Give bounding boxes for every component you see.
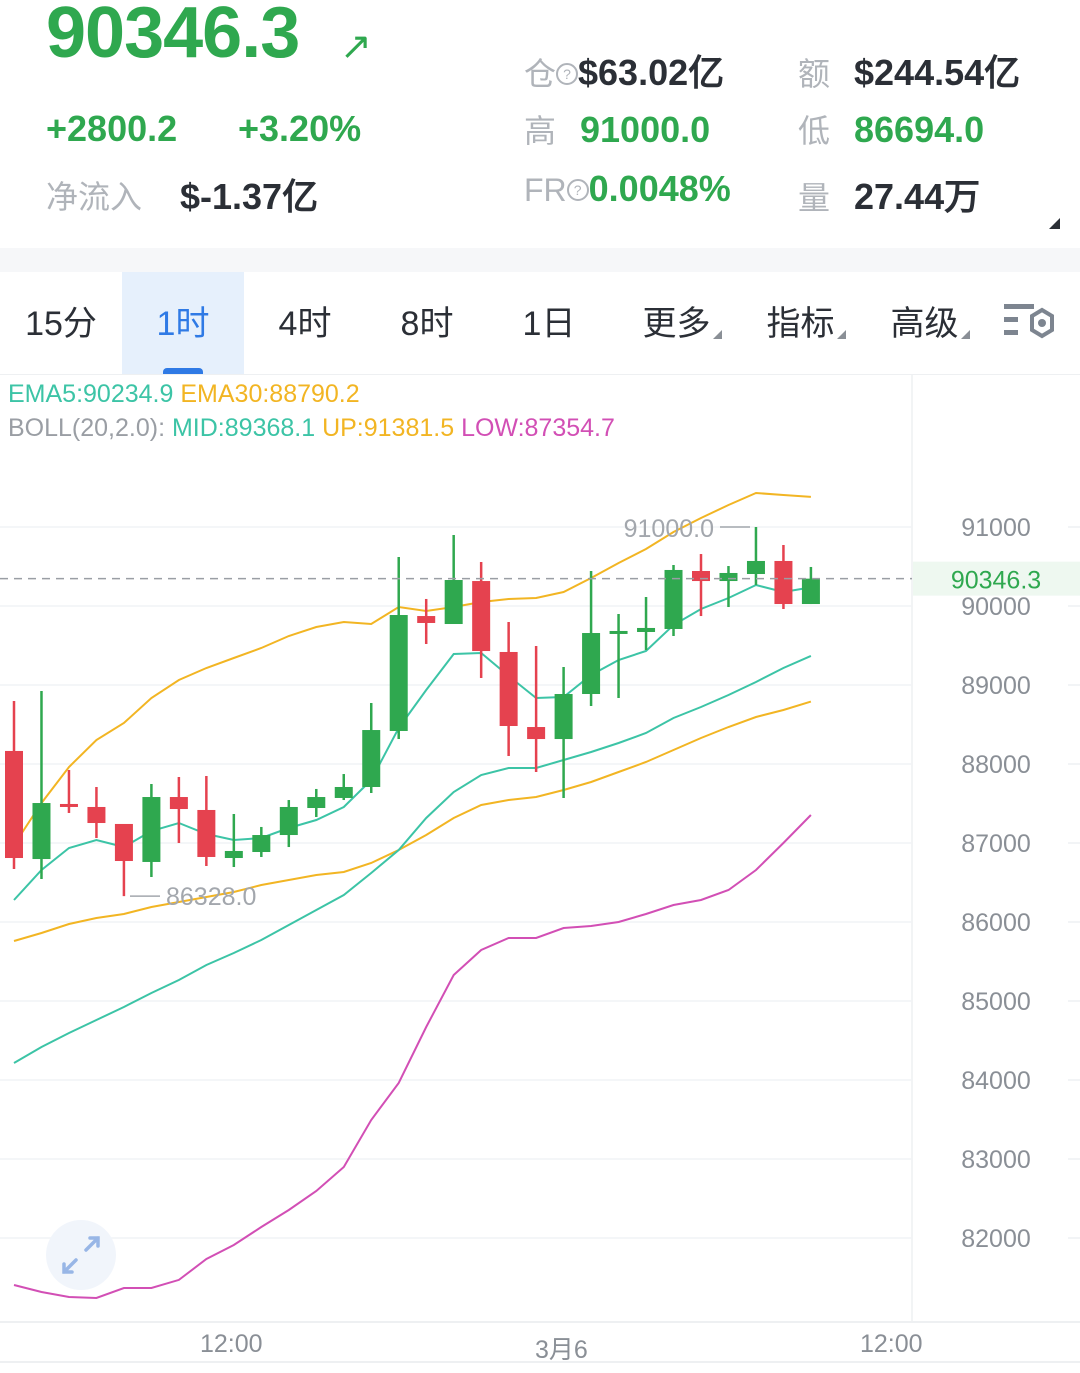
expand-corner-icon[interactable] [1049,218,1060,229]
stat-volume: 量 27.44万 [798,176,981,217]
boll-label: BOLL(20,2.0): [8,414,166,442]
candle-body [582,633,601,695]
chart-settings-icon[interactable] [1004,302,1056,346]
y-tick-label: 85000 [961,988,1031,1016]
candle-body [719,572,738,582]
tab-8h[interactable]: 8时 [400,305,454,343]
candle-body [801,578,820,605]
help-icon[interactable]: ? [556,63,579,85]
x-tick: 3月6 [535,1336,588,1364]
candle-body [389,615,408,731]
candle-body [472,581,491,652]
interval-tabs: 15分 1时 4时 8时 1日 更多 指标 高级 [0,272,1080,375]
tab-more[interactable]: 更多 [620,272,744,374]
stat-funding-rate[interactable]: FR? 0.0048% [524,168,731,209]
candle-body [197,809,216,857]
candle-body [252,835,271,853]
y-tick-label: 88000 [961,751,1031,779]
candle-body [499,651,518,727]
tab-indicators[interactable]: 指标 [744,272,868,374]
boll-low-value: LOW:87354.7 [461,414,615,442]
candle-body [664,569,683,629]
candle-body [307,797,326,809]
candle-body [114,823,133,862]
candle-body [527,727,546,740]
dropdown-icon [712,330,722,339]
candle-body [224,850,243,859]
y-tick-label: 83000 [961,1146,1031,1174]
candle-body [637,627,656,632]
stat-turnover: 额 $244.54亿 [798,52,1021,93]
stat-high: 高 91000.0 [524,109,711,150]
price-change-pct: +3.20% [238,108,362,149]
high-marker-label: 91000.0 [624,515,714,543]
candle-body [774,560,793,605]
ema5-value: EMA5:90234.9 [8,380,174,408]
expand-icon [62,1236,100,1274]
tab-1d[interactable]: 1日 [522,305,576,343]
candle-body [5,750,23,859]
candle-body [746,560,765,575]
last-price-label: 90346.3 [951,567,1041,595]
candle-body [609,630,628,634]
tab-15m[interactable]: 15分 [25,305,97,343]
series-line-low [13,814,812,1300]
boll-mid-value: MID:89368.1 [171,414,316,442]
low-marker-label: 86328.0 [166,883,256,911]
candle-body [444,580,463,625]
boll-legend: BOLL(20,2.0): MID:89368.1 UP:91381.5 LOW… [8,414,615,443]
candle-body [169,797,188,810]
candle-body [554,694,573,740]
candle-body [59,803,78,807]
fullscreen-button[interactable] [46,1220,116,1290]
candle-body [142,797,161,862]
stat-open-interest[interactable]: 仓? $63.02亿 [524,52,725,93]
dropdown-icon [960,330,970,339]
net-inflow-value: $-1.37亿 [180,176,319,217]
ema-legend: EMA5:90234.9 EMA30:88790.2 [8,380,360,409]
candle-body [362,730,381,787]
tab-1h[interactable]: 1时 [122,272,244,374]
divider [0,248,1080,272]
series-line-ema30 [13,700,812,942]
dropdown-icon [836,330,846,339]
ema30-value: EMA30:88790.2 [180,380,360,408]
candle-body [692,571,710,582]
last-price: 90346.3 [46,0,300,73]
series-line-up [13,491,811,846]
y-tick-label: 91000 [961,514,1031,542]
candle-body [417,616,436,623]
candle-body [32,803,51,860]
x-tick: 12:00 [860,1330,923,1358]
series-line-mid [13,654,812,1064]
y-tick-label: 87000 [961,830,1031,858]
x-tick: 12:00 [200,1330,263,1358]
tab-4h[interactable]: 4时 [278,305,332,343]
price-change: +2800.2 [46,108,178,149]
last-price-tag [913,561,1080,596]
candle-body [87,806,106,824]
y-tick-label: 90000 [961,593,1031,621]
tab-advanced[interactable]: 高级 [868,272,992,374]
candle-body [279,806,298,836]
boll-up-value: UP:91381.5 [322,414,455,442]
stat-low: 低 86694.0 [798,109,985,150]
arrow-up-right-icon: ↗ [340,26,372,68]
y-tick-label: 89000 [961,672,1031,700]
y-tick-label: 84000 [961,1067,1031,1095]
net-inflow-label: 净流入 [46,179,143,215]
help-icon[interactable]: ? [566,179,589,201]
y-tick-label: 86000 [961,909,1031,937]
y-tick-label: 82000 [961,1225,1031,1253]
candle-body [334,786,353,798]
